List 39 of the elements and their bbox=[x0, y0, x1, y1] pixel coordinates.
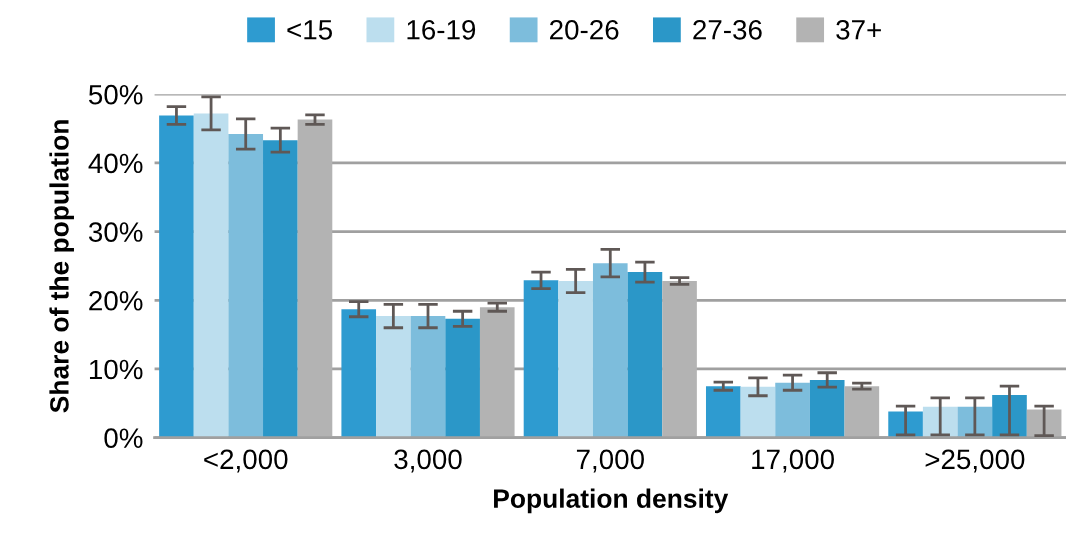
bar bbox=[662, 281, 697, 438]
bar bbox=[705, 386, 741, 438]
bar bbox=[410, 316, 446, 438]
bar bbox=[592, 263, 628, 438]
bar bbox=[159, 115, 194, 438]
bar bbox=[775, 382, 810, 438]
legend-label: 27-36 bbox=[693, 19, 762, 40]
bar bbox=[479, 307, 515, 438]
bar bbox=[992, 395, 1027, 438]
bar bbox=[263, 140, 298, 438]
y-tick-label: 10% bbox=[89, 359, 143, 380]
y-tick-label: 20% bbox=[89, 290, 143, 311]
bar bbox=[228, 134, 264, 438]
bar bbox=[193, 113, 229, 438]
y-tick-label: 30% bbox=[88, 222, 143, 242]
bar bbox=[740, 386, 776, 438]
bar bbox=[523, 280, 559, 438]
bar bbox=[844, 386, 880, 438]
legend-label: 16-19 bbox=[407, 19, 476, 40]
x-tick-label: <2,000 bbox=[204, 449, 288, 473]
x-tick-label: >25,000 bbox=[925, 449, 1025, 473]
y-tick-label: 0% bbox=[104, 428, 143, 448]
bar bbox=[627, 272, 663, 438]
bar bbox=[376, 316, 411, 438]
y-axis-title: Share of the population bbox=[49, 120, 74, 413]
y-tick-label: 40% bbox=[88, 153, 143, 174]
x-tick-label: 17,000 bbox=[752, 449, 834, 473]
legend-label: 37+ bbox=[836, 19, 881, 40]
x-tick-label: 7,000 bbox=[576, 449, 644, 473]
legend-label: 20-26 bbox=[550, 19, 619, 40]
bar bbox=[297, 119, 333, 438]
bar bbox=[341, 309, 377, 438]
x-axis-title: Population density bbox=[494, 488, 729, 514]
bar bbox=[558, 281, 593, 438]
bar bbox=[809, 379, 845, 438]
bar bbox=[445, 318, 480, 438]
y-tick-label: 50% bbox=[88, 84, 143, 105]
x-tick-label: 3,000 bbox=[394, 449, 462, 473]
legend-label: <15 bbox=[287, 20, 332, 40]
